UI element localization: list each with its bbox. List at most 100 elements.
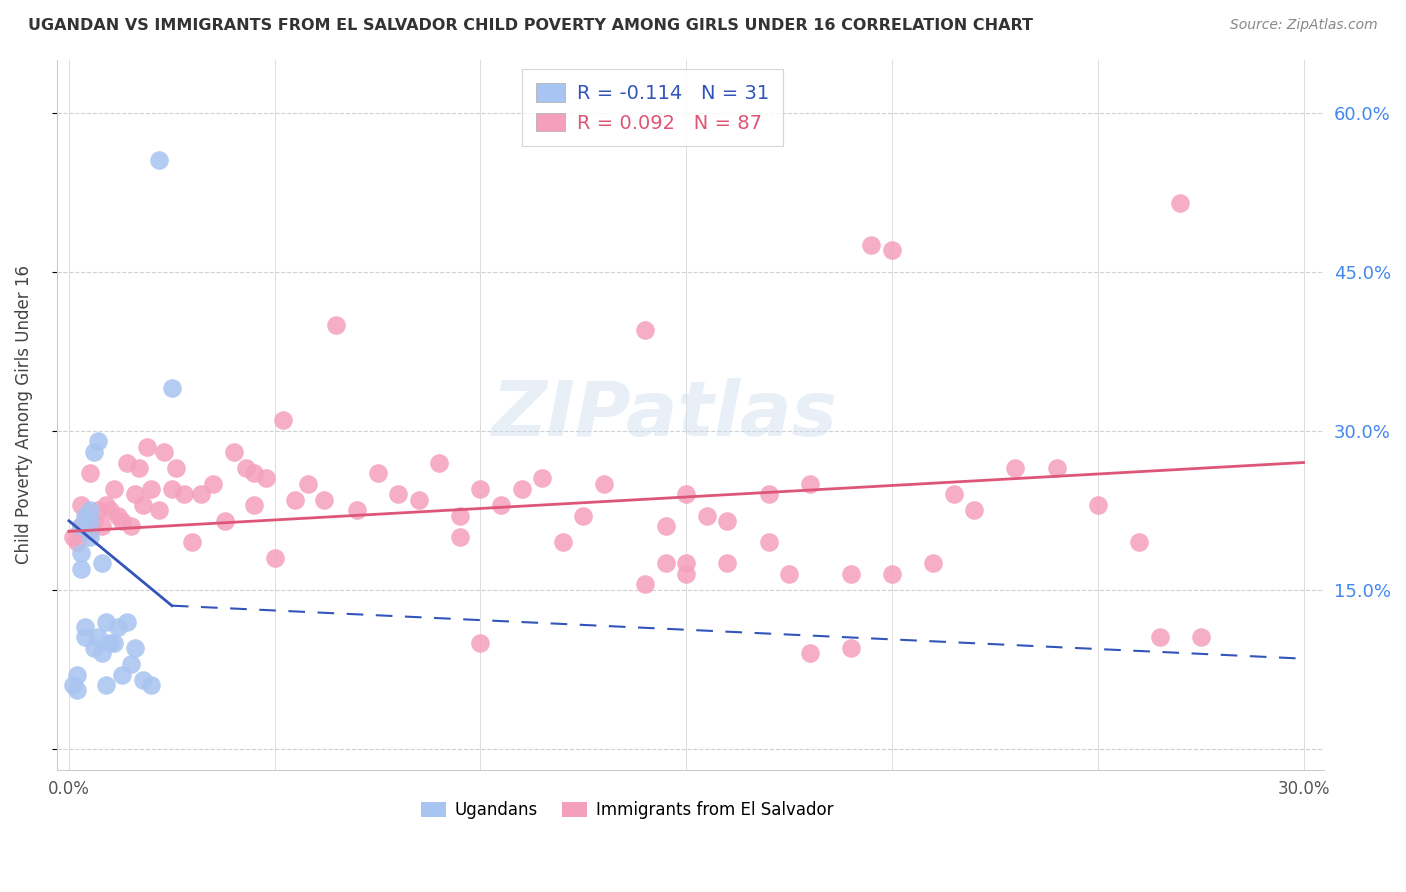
Y-axis label: Child Poverty Among Girls Under 16: Child Poverty Among Girls Under 16 (15, 265, 32, 565)
Point (66, 683, 89, 698)
Legend: Ugandans, Immigrants from El Salvador: Ugandans, Immigrants from El Salvador (415, 794, 839, 826)
Point (1149, 631, 1171, 645)
Point (593, 476, 616, 491)
Point (654, 519, 676, 533)
Text: ZIPatlas: ZIPatlas (492, 378, 838, 452)
Point (98, 636, 121, 650)
Point (716, 556, 738, 570)
Point (942, 487, 965, 501)
Point (314, 492, 336, 507)
Point (181, 535, 204, 549)
Point (70, 546, 93, 560)
Point (922, 556, 945, 570)
Point (173, 487, 195, 501)
Point (654, 556, 676, 570)
Point (799, 646, 821, 660)
Point (128, 460, 150, 475)
Point (120, 519, 142, 533)
Point (160, 482, 183, 496)
Point (1087, 498, 1109, 512)
Point (427, 456, 450, 470)
Point (1128, 535, 1150, 549)
Point (190, 487, 212, 501)
Point (94, 678, 117, 692)
Point (256, 471, 278, 485)
Point (141, 482, 163, 496)
Text: UGANDAN VS IMMIGRANTS FROM EL SALVADOR CHILD POVERTY AMONG GIRLS UNDER 16 CORREL: UGANDAN VS IMMIGRANTS FROM EL SALVADOR C… (28, 18, 1033, 33)
Point (94, 498, 117, 512)
Point (778, 566, 800, 581)
Point (408, 492, 430, 507)
Point (107, 620, 129, 634)
Point (75, 620, 97, 634)
Point (387, 487, 409, 501)
Point (839, 641, 862, 656)
Point (758, 487, 780, 501)
Point (201, 476, 224, 491)
Point (758, 535, 780, 549)
Point (675, 556, 697, 570)
Point (325, 318, 347, 332)
Point (634, 577, 657, 591)
Point (235, 460, 257, 475)
Point (79, 466, 101, 480)
Point (165, 460, 187, 475)
Point (70, 519, 93, 533)
Point (75, 631, 97, 645)
Point (634, 323, 657, 337)
Point (799, 476, 821, 491)
Point (83, 641, 105, 656)
Point (489, 498, 512, 512)
Point (124, 641, 146, 656)
Point (124, 487, 146, 501)
Point (675, 487, 697, 501)
Point (1189, 631, 1212, 645)
Point (90, 519, 112, 533)
Point (284, 492, 307, 507)
Point (75, 508, 97, 523)
Point (271, 413, 294, 427)
Point (79, 503, 101, 517)
Point (90, 556, 112, 570)
Point (103, 482, 125, 496)
Point (675, 566, 697, 581)
Point (83, 514, 105, 528)
Point (132, 673, 155, 687)
Point (222, 445, 245, 459)
Point (62, 678, 84, 692)
Point (1046, 460, 1069, 475)
Point (107, 508, 129, 523)
Point (1004, 460, 1026, 475)
Point (214, 514, 236, 528)
Point (83, 445, 105, 459)
Point (111, 514, 134, 528)
Point (70, 519, 93, 533)
Point (1168, 195, 1191, 210)
Point (880, 244, 903, 258)
Point (75, 514, 97, 528)
Point (152, 445, 174, 459)
Point (148, 153, 170, 168)
Point (87, 503, 110, 517)
Point (90, 646, 112, 660)
Point (79, 530, 101, 544)
Point (263, 550, 285, 565)
Point (62, 530, 84, 544)
Point (716, 514, 738, 528)
Point (243, 466, 266, 480)
Point (860, 238, 883, 252)
Point (87, 631, 110, 645)
Point (696, 508, 718, 523)
Point (551, 535, 574, 549)
Point (243, 498, 266, 512)
Point (66, 535, 89, 549)
Point (79, 514, 101, 528)
Point (98, 503, 121, 517)
Point (66, 667, 89, 681)
Point (70, 498, 93, 512)
Point (103, 636, 125, 650)
Point (470, 636, 492, 650)
Point (132, 498, 155, 512)
Point (470, 482, 492, 496)
Point (115, 615, 138, 629)
